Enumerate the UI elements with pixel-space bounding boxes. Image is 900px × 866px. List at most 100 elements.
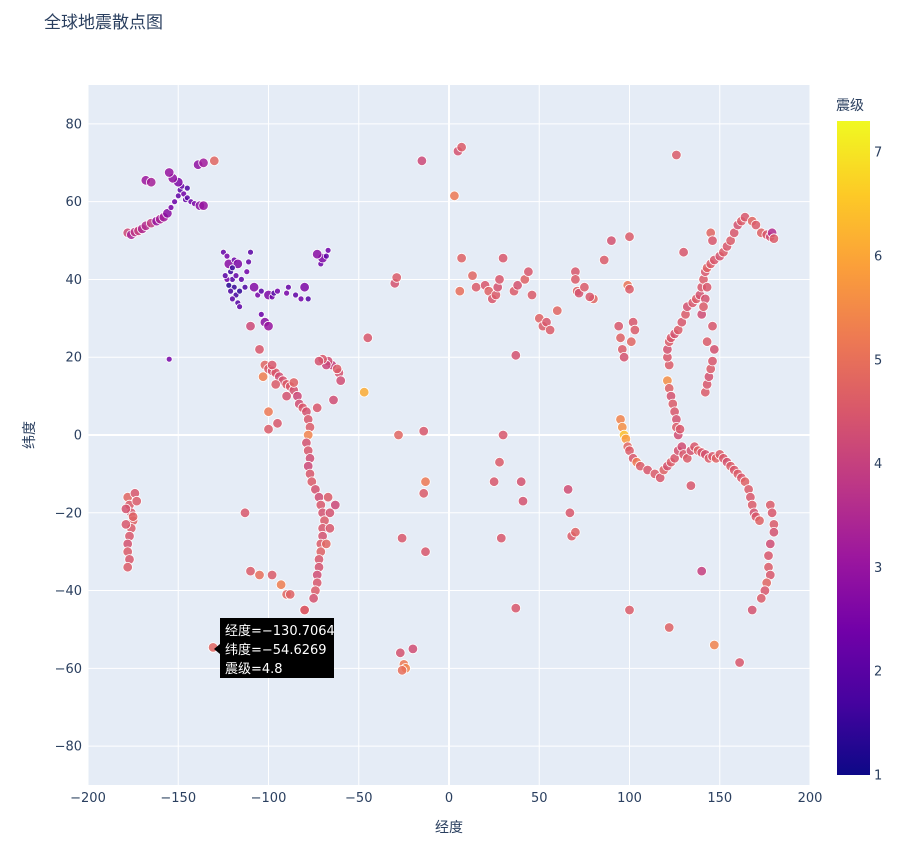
earthquake-point[interactable] [685,480,697,491]
earthquake-point[interactable] [552,305,563,316]
earthquake-point[interactable] [254,344,265,355]
earthquake-point[interactable] [324,523,336,534]
earthquake-point[interactable] [747,604,758,616]
earthquake-point[interactable] [292,291,300,299]
earthquake-point[interactable] [544,324,556,336]
earthquake-point[interactable] [396,532,408,544]
earthquake-point[interactable] [209,155,220,167]
earthquake-point[interactable] [570,527,581,538]
earthquake-point[interactable] [284,283,292,291]
earthquake-point[interactable] [225,281,233,289]
earthquake-point[interactable] [750,219,762,231]
earthquake-point[interactable] [510,350,522,361]
earthquake-point[interactable] [393,429,404,441]
earthquake-point[interactable] [274,287,281,295]
earthquake-point[interactable] [624,284,635,295]
earthquake-point[interactable] [299,282,310,293]
earthquake-point[interactable] [671,149,682,161]
earthquake-point[interactable] [237,275,245,283]
earthquake-point[interactable] [236,303,244,311]
earthquake-point[interactable] [330,499,341,511]
earthquake-point[interactable] [167,204,175,211]
earthquake-point[interactable] [227,287,235,295]
earthquake-point[interactable] [701,282,713,293]
earthquake-point[interactable] [245,565,256,577]
earthquake-point[interactable] [321,538,332,550]
earthquake-point[interactable] [322,492,334,503]
earthquake-point[interactable] [263,424,274,435]
earthquake-point[interactable] [510,602,522,614]
earthquake-point[interactable] [288,377,300,388]
earthquake-point[interactable] [328,394,339,406]
earthquake-point[interactable] [322,252,330,260]
earthquake-point[interactable] [362,332,374,344]
earthquake-point[interactable] [254,569,265,581]
earthquake-point[interactable] [272,418,283,429]
earthquake-point[interactable] [407,643,419,655]
earthquake-point[interactable] [420,546,431,557]
earthquake-point[interactable] [241,283,249,291]
earthquake-point[interactable] [664,622,675,633]
earthquake-point[interactable] [245,320,256,332]
earthquake-point[interactable] [709,344,720,355]
earthquake-point[interactable] [497,429,509,441]
earthquake-point[interactable] [232,272,240,280]
earthquake-point[interactable] [299,604,310,616]
earthquake-point[interactable] [734,657,745,668]
earthquake-point[interactable] [120,503,132,515]
earthquake-point[interactable] [228,264,236,272]
earthquake-point[interactable] [324,507,336,519]
earthquake-point[interactable] [584,291,596,303]
earthquake-point[interactable] [756,593,767,604]
earthquake-point[interactable] [283,289,291,297]
earthquake-point[interactable] [183,184,191,192]
earthquake-point[interactable] [624,231,635,242]
earthquake-point[interactable] [626,336,637,347]
earthquake-point[interactable] [257,287,265,295]
earthquake-point[interactable] [308,593,319,604]
earthquake-point[interactable] [304,295,312,303]
earthquake-point[interactable] [696,565,707,577]
earthquake-point[interactable] [391,272,402,283]
earthquake-point[interactable] [497,252,509,264]
earthquake-point[interactable] [120,519,132,530]
earthquake-point[interactable] [512,280,523,291]
earthquake-point[interactable] [228,295,236,303]
earthquake-point[interactable] [707,355,718,367]
earthquake-point[interactable] [674,424,686,435]
earthquake-point[interactable] [198,157,209,169]
earthquake-point[interactable] [516,476,527,487]
earthquake-point[interactable] [396,665,408,676]
earthquake-point[interactable] [768,527,780,538]
earthquake-point[interactable] [564,507,576,519]
earthquake-point[interactable] [266,359,278,371]
earthquake-point[interactable] [709,639,720,651]
earthquake-point[interactable] [599,254,610,266]
earthquake-point[interactable] [198,200,209,211]
earthquake-point[interactable] [618,352,630,363]
earthquake-point[interactable] [629,324,641,336]
earthquake-point[interactable] [165,355,173,363]
earthquake-point[interactable] [131,495,142,507]
earthquake-point[interactable] [359,387,370,398]
earthquake-point[interactable] [579,282,590,293]
earthquake-point[interactable] [678,246,689,258]
earthquake-point[interactable] [526,289,538,301]
earthquake-point[interactable] [470,282,482,293]
earthquake-point[interactable] [248,282,260,293]
earthquake-point[interactable] [613,320,624,332]
earthquake-point[interactable] [270,379,281,390]
earthquake-point[interactable] [312,402,323,414]
earthquake-point[interactable] [488,476,500,487]
earthquake-point[interactable] [162,208,173,219]
earthquake-point[interactable] [285,589,296,600]
earthquake-point[interactable] [263,320,274,332]
earthquake-point[interactable] [456,141,467,153]
earthquake-point[interactable] [416,155,428,167]
earthquake-point[interactable] [275,579,287,590]
earthquake-point[interactable] [570,274,581,285]
earthquake-point[interactable] [245,258,253,266]
earthquake-point[interactable] [257,371,269,382]
earthquake-point[interactable] [163,167,175,178]
earthquake-point[interactable] [456,252,467,264]
